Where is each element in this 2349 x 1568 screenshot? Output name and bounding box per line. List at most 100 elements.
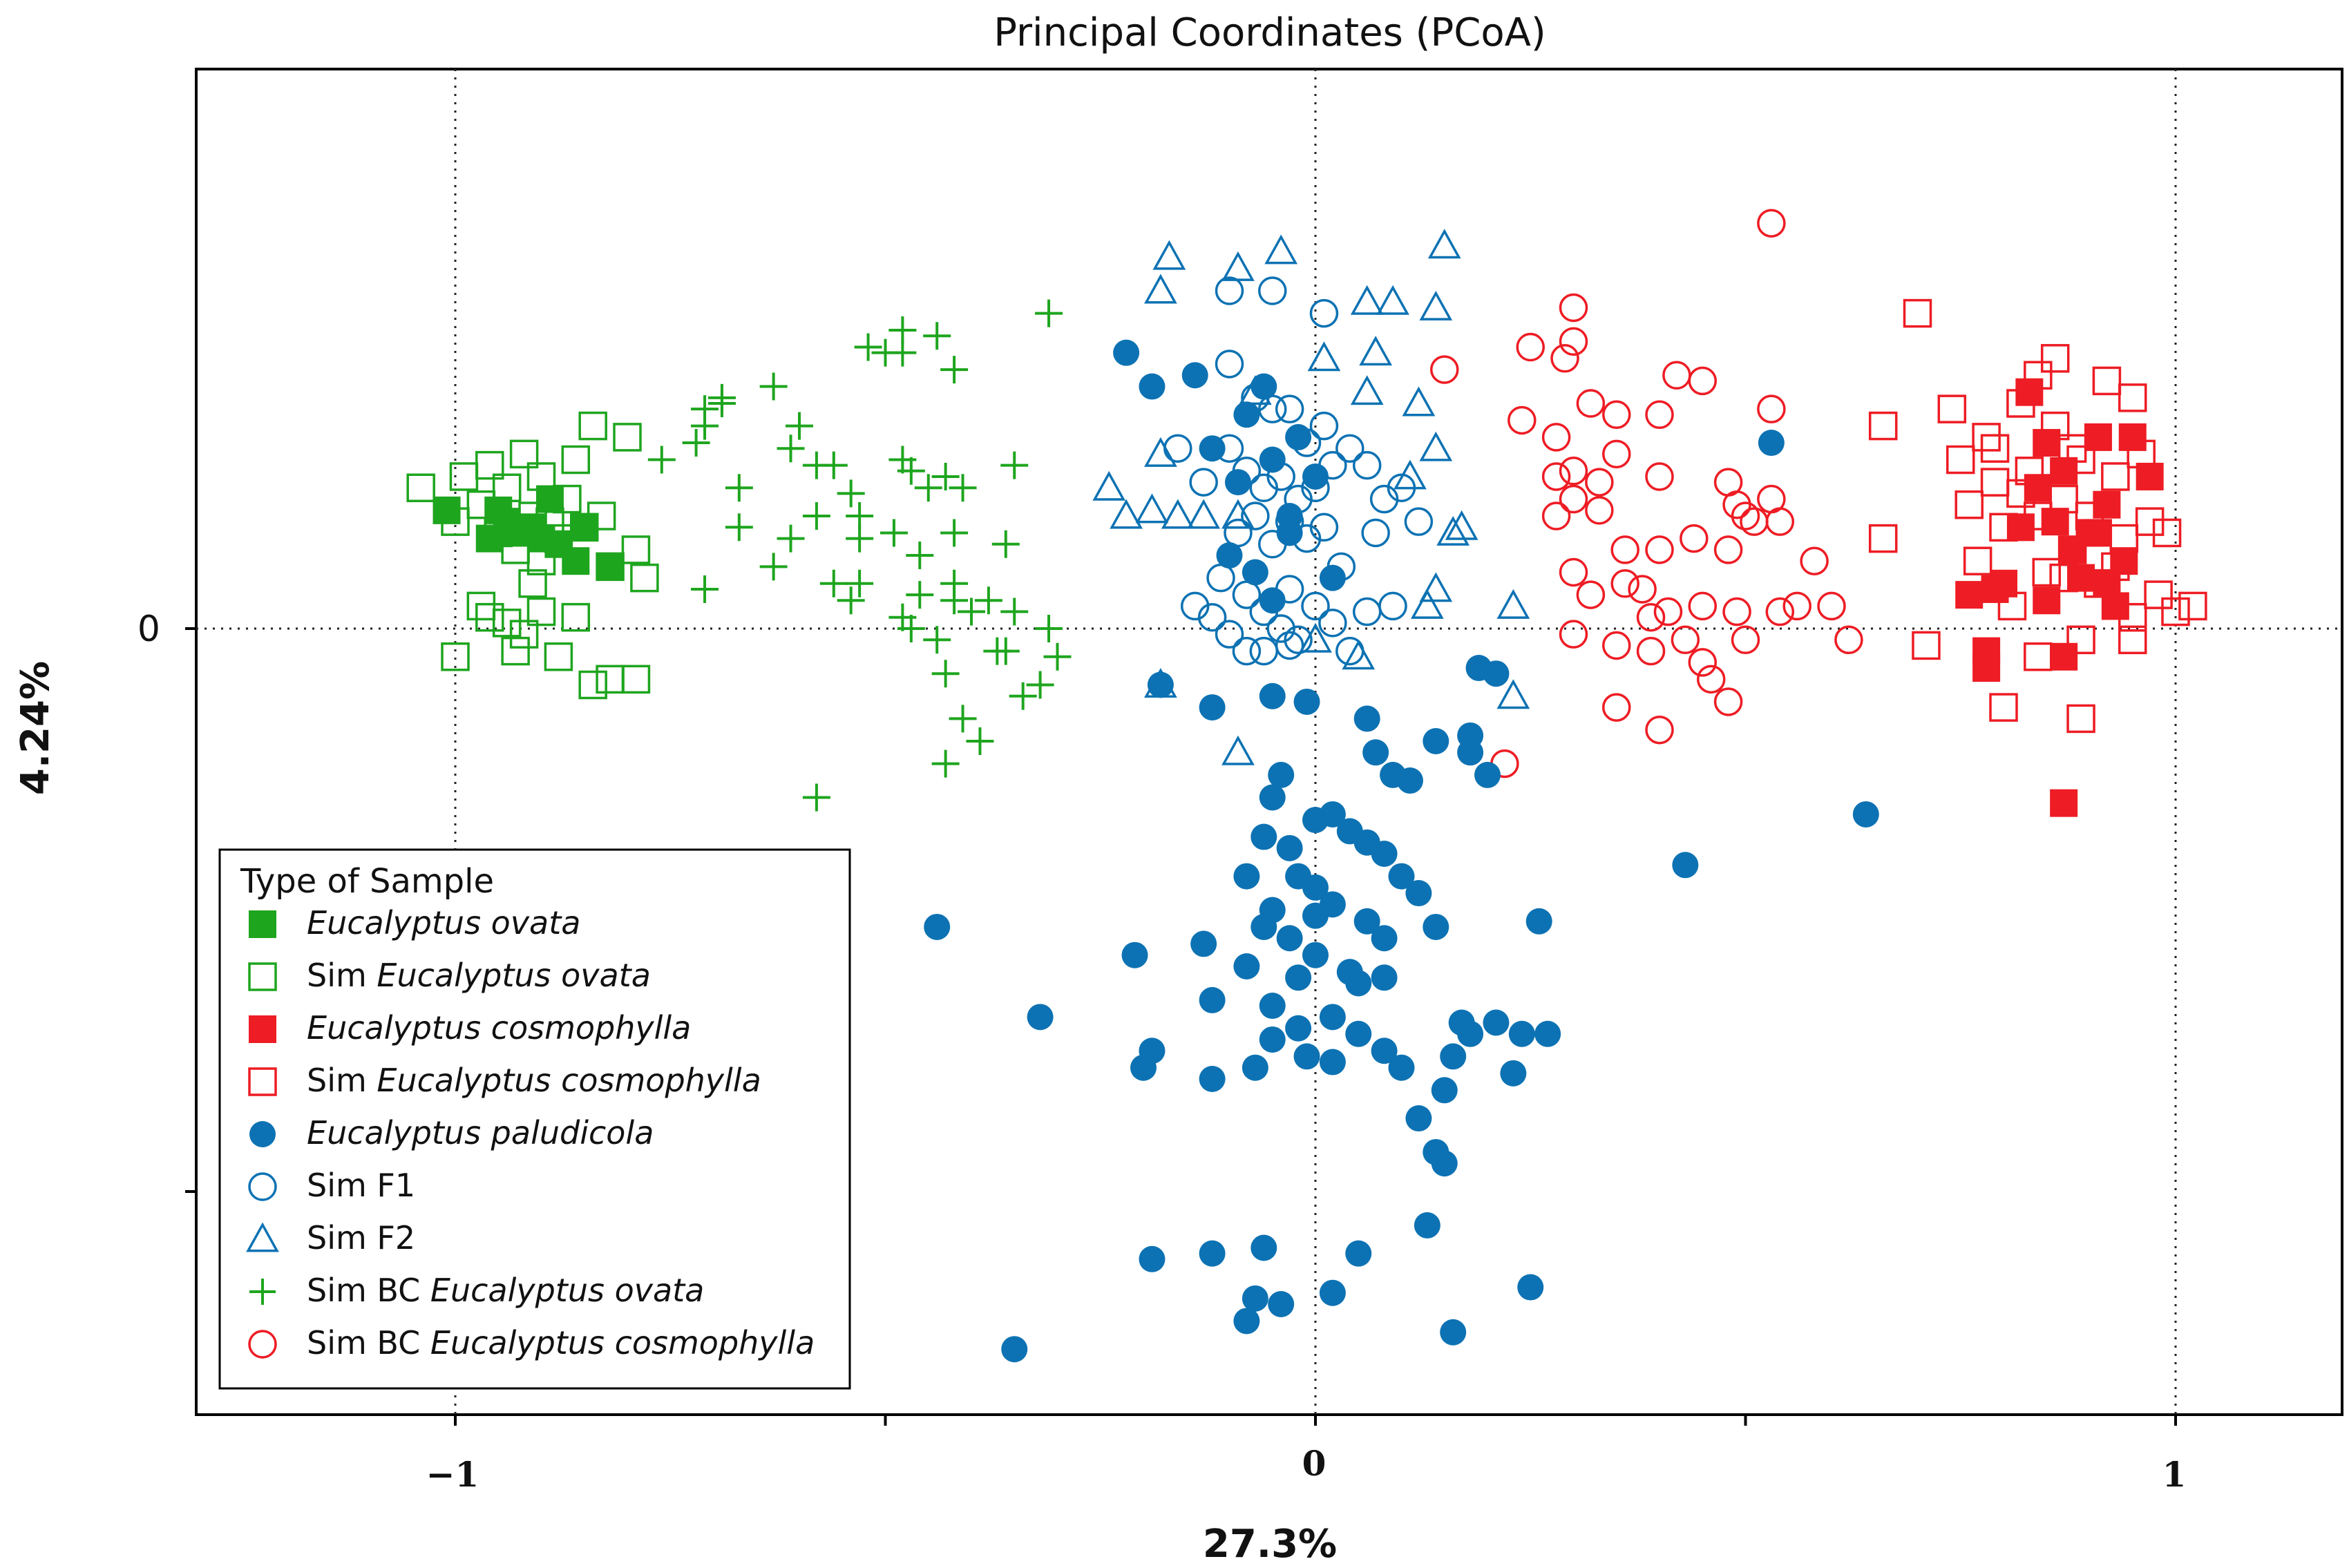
data-point bbox=[1483, 1009, 1510, 1036]
data-point bbox=[544, 642, 573, 671]
data-point bbox=[1161, 499, 1195, 529]
legend-entry: Sim BC Eucalyptus ovata bbox=[249, 1272, 704, 1309]
data-point bbox=[1937, 394, 1967, 423]
data-point bbox=[492, 609, 522, 638]
data-point bbox=[1653, 597, 1683, 627]
data-point bbox=[1259, 993, 1286, 1020]
data-point bbox=[931, 660, 960, 688]
legend: Type of Sample Eucalyptus ovata Sim Eucal… bbox=[218, 848, 851, 1390]
legend-label: Eucalyptus paludicola bbox=[307, 1114, 654, 1151]
data-point bbox=[1362, 739, 1389, 766]
data-point bbox=[1152, 240, 1186, 270]
data-point bbox=[1276, 519, 1303, 546]
data-point bbox=[1912, 631, 1941, 660]
data-point bbox=[1259, 587, 1286, 614]
data-point bbox=[1559, 620, 1588, 649]
data-point bbox=[1259, 1026, 1286, 1053]
data-point bbox=[1121, 941, 1148, 968]
data-point bbox=[570, 513, 598, 542]
data-point bbox=[1672, 852, 1699, 879]
data-point bbox=[1496, 589, 1530, 619]
data-point bbox=[1319, 801, 1346, 828]
data-point bbox=[1302, 463, 1329, 490]
data-point bbox=[1423, 1138, 1449, 1165]
data-point bbox=[819, 569, 848, 597]
data-point bbox=[1345, 1020, 1372, 1047]
data-point bbox=[1189, 468, 1218, 497]
data-point bbox=[1224, 518, 1253, 548]
data-point bbox=[1233, 1308, 1260, 1335]
data-point bbox=[1233, 953, 1260, 979]
data-point bbox=[2032, 557, 2061, 587]
data-point bbox=[2084, 519, 2112, 547]
data-point bbox=[2135, 507, 2165, 536]
data-point bbox=[562, 547, 590, 575]
data-point bbox=[1353, 705, 1380, 732]
data-point bbox=[501, 636, 530, 666]
data-point bbox=[1757, 209, 1786, 238]
legend-title: Type of Sample bbox=[240, 862, 494, 901]
legend-label-species: Eucalyptus ovata bbox=[307, 904, 580, 941]
data-point bbox=[1525, 908, 1552, 935]
data-point bbox=[1144, 274, 1177, 304]
data-point bbox=[1216, 542, 1243, 569]
data-point bbox=[1221, 499, 1255, 529]
data-point bbox=[1139, 373, 1166, 400]
data-point bbox=[493, 508, 521, 536]
data-point bbox=[1284, 625, 1313, 655]
data-point bbox=[2015, 378, 2044, 406]
data-point bbox=[1423, 913, 1449, 940]
legend-label: Sim F1 bbox=[307, 1167, 415, 1204]
data-point bbox=[1371, 925, 1398, 952]
data-point bbox=[1242, 1285, 1268, 1312]
data-point bbox=[1319, 1004, 1346, 1031]
data-point bbox=[2067, 564, 2095, 592]
series-sim-f2 bbox=[1092, 229, 1530, 765]
data-point bbox=[879, 519, 908, 547]
data-point bbox=[1206, 563, 1235, 593]
data-point bbox=[1035, 299, 1063, 327]
data-point bbox=[1688, 366, 1717, 396]
data-point bbox=[1585, 496, 1614, 525]
data-point bbox=[1285, 964, 1312, 991]
data-point bbox=[1602, 631, 1631, 660]
legend-marker bbox=[249, 1121, 276, 1147]
data-point bbox=[1405, 880, 1432, 907]
data-point bbox=[1187, 499, 1221, 529]
legend-label: Sim Eucalyptus cosmophylla bbox=[307, 1062, 761, 1099]
data-point bbox=[923, 322, 951, 350]
data-point bbox=[1448, 1009, 1475, 1036]
data-point bbox=[1430, 355, 1459, 384]
data-point bbox=[2066, 625, 2095, 655]
data-point bbox=[1275, 394, 1304, 423]
data-point bbox=[1817, 591, 1846, 621]
data-point bbox=[1757, 394, 1786, 423]
data-point bbox=[854, 333, 882, 361]
data-point bbox=[914, 474, 942, 502]
data-point bbox=[1000, 597, 1029, 626]
data-point bbox=[1696, 665, 1726, 694]
data-point bbox=[1309, 298, 1339, 328]
data-point bbox=[1345, 1240, 1372, 1267]
data-point bbox=[1359, 336, 1393, 366]
data-point bbox=[888, 446, 917, 474]
data-point bbox=[837, 586, 865, 615]
data-point bbox=[1508, 405, 1537, 435]
legend-label-prefix: Sim bbox=[307, 957, 377, 994]
legend-entry: Eucalyptus cosmophylla bbox=[249, 1009, 691, 1046]
legend-label-prefix: Sim BC bbox=[307, 1324, 430, 1361]
data-point bbox=[1144, 437, 1177, 467]
data-point bbox=[2024, 474, 2052, 502]
legend-marker bbox=[248, 1172, 277, 1201]
data-point bbox=[2050, 789, 2078, 817]
legend-label-prefix: Sim F2 bbox=[307, 1219, 415, 1256]
data-point bbox=[1242, 1054, 1268, 1081]
data-point bbox=[1259, 446, 1286, 473]
data-point bbox=[1026, 671, 1054, 699]
data-point bbox=[1268, 1291, 1295, 1317]
data-point bbox=[1232, 636, 1262, 666]
data-point bbox=[1378, 591, 1407, 621]
legend-marker bbox=[248, 1330, 277, 1359]
data-point bbox=[1035, 615, 1063, 642]
data-point bbox=[1436, 515, 1470, 546]
